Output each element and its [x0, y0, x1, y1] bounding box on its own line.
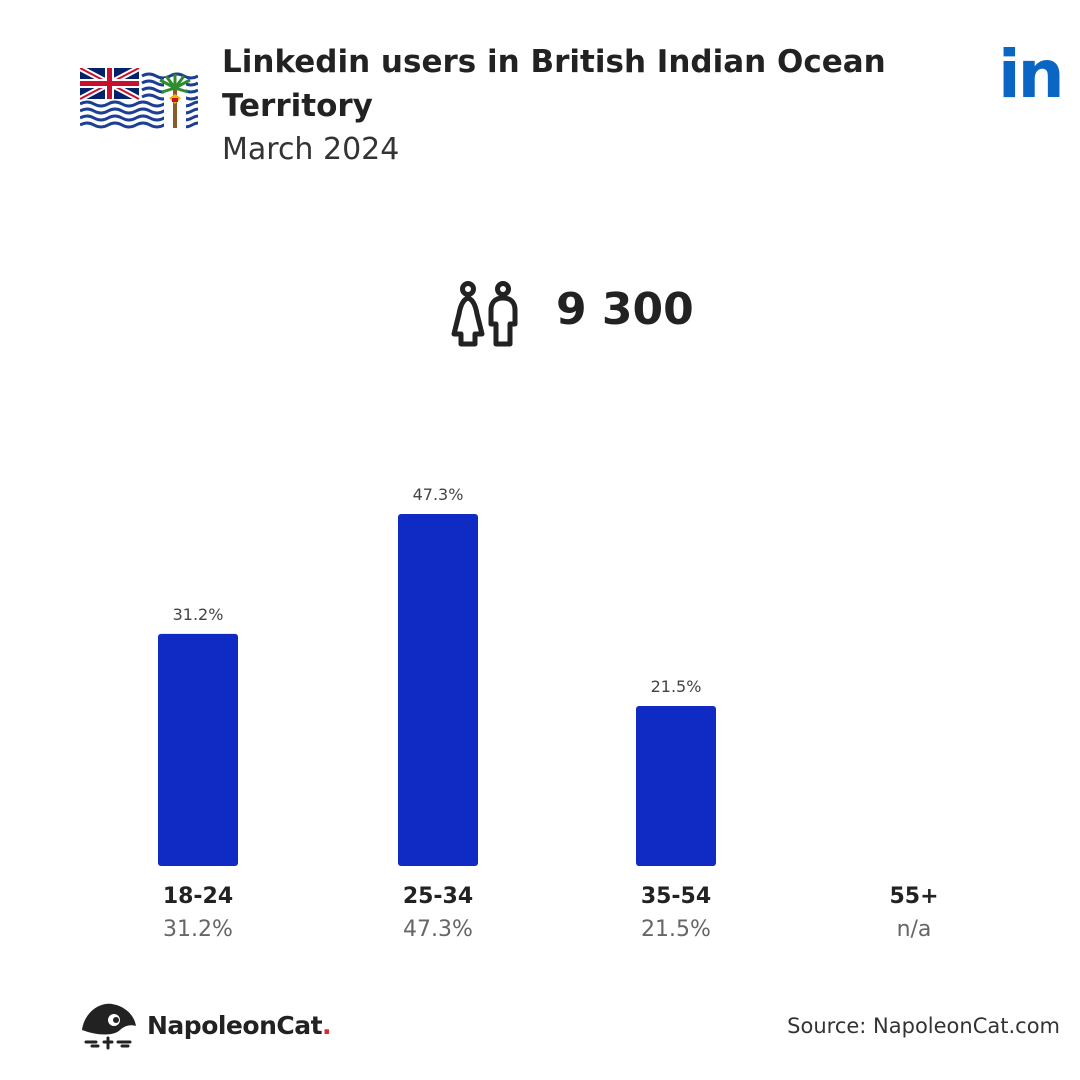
category-value-35-54: 21.5%: [641, 917, 711, 942]
bar-value-label-18-24: 31.2%: [173, 605, 224, 624]
linkedin-logo-text: in: [998, 36, 1065, 113]
category-value-18-24: 31.2%: [163, 917, 233, 942]
bar-value-label-25-34: 47.3%: [413, 485, 464, 504]
age-bar-chart: 31.2% 47.3% 21.5%: [158, 485, 716, 866]
category-value-25-34: 47.3%: [403, 917, 473, 942]
source-text: Source: NapoleonCat.com: [787, 1014, 1060, 1038]
flag-icon: [80, 68, 198, 130]
bar-35-54: [636, 706, 716, 866]
page-title: Linkedin users in British Indian Ocean T…: [222, 44, 886, 124]
brand-name-text: NapoleonCat: [147, 1011, 323, 1040]
page-subtitle: March 2024: [222, 132, 400, 167]
category-label-18-24: 18-24: [162, 884, 234, 909]
napoleoncat-logo-icon: [82, 1003, 136, 1050]
total-users-value: 9 300: [556, 284, 694, 335]
category-value-55+: n/a: [896, 917, 932, 942]
bar-18-24: [158, 633, 238, 866]
category-label-55+: 55+: [889, 884, 939, 909]
people-icon: [451, 281, 518, 347]
brand-name: NapoleonCat.: [147, 1008, 332, 1044]
category-label-25-34: 25-34: [402, 884, 474, 909]
brand-dot: .: [322, 1011, 332, 1040]
bar-25-34: [398, 514, 478, 866]
bar-value-label-35-54: 21.5%: [651, 677, 702, 696]
category-label-35-54: 35-54: [640, 884, 712, 909]
linkedin-logo: in: [998, 42, 1065, 108]
